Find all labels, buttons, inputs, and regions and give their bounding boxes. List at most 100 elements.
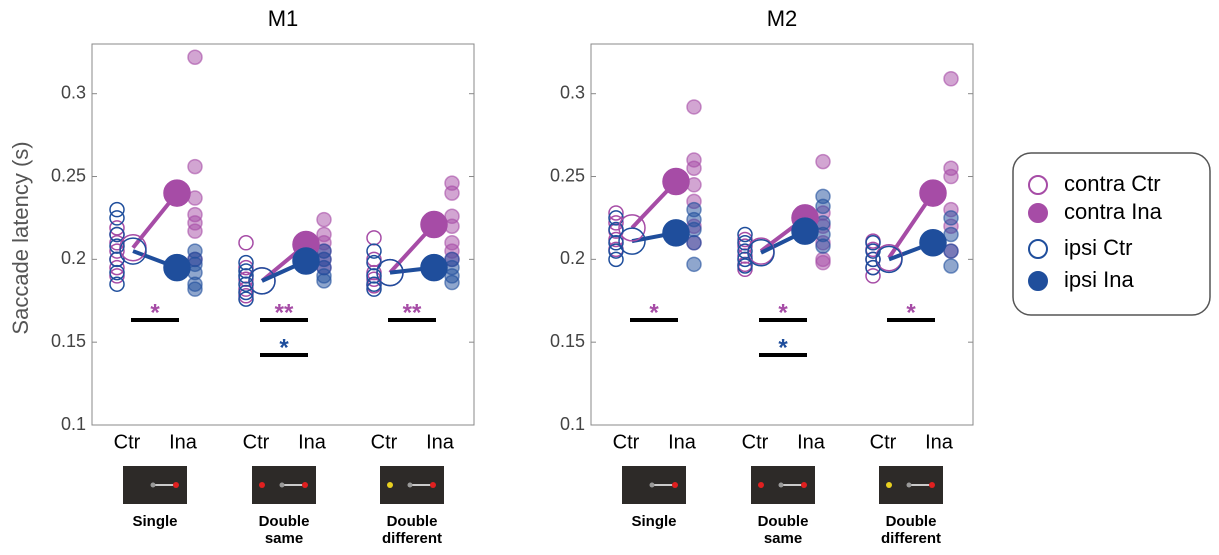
mean-marker — [662, 167, 690, 196]
data-point — [608, 251, 624, 268]
legend-label: contra Ctr — [1064, 171, 1161, 196]
data-point — [109, 226, 125, 243]
data-point — [444, 274, 460, 291]
icon-dot — [801, 482, 807, 488]
data-point — [366, 251, 382, 268]
data-point — [737, 243, 753, 259]
data-point — [316, 211, 332, 228]
significance-label: * — [778, 299, 788, 326]
mean-marker — [420, 253, 448, 282]
mean-marker — [875, 245, 903, 274]
data-point — [187, 158, 203, 175]
x-tick-label: Ina — [668, 431, 697, 453]
condition-label: Double different — [881, 513, 941, 547]
data-point — [238, 268, 254, 284]
legend-box — [1012, 152, 1211, 316]
significance-label: ** — [403, 299, 422, 326]
data-point — [187, 281, 203, 297]
x-tick-label: Ina — [426, 431, 455, 453]
data-point — [686, 99, 702, 115]
icon-dot — [929, 482, 935, 488]
y-tick-label: 0.2 — [560, 248, 585, 268]
data-point — [686, 160, 702, 176]
mean-marker — [919, 229, 947, 257]
mean-marker — [618, 214, 646, 242]
chart-title: M1 — [268, 6, 299, 31]
condition-label: Single — [132, 513, 178, 530]
mean-marker — [747, 238, 775, 267]
mean-marker — [919, 179, 947, 207]
data-point — [608, 215, 624, 231]
legend-marker — [1028, 239, 1048, 259]
legend-marker — [1028, 203, 1048, 223]
x-tick-label: Ina — [797, 431, 826, 453]
significance-label: * — [150, 299, 160, 326]
data-point — [366, 276, 382, 292]
icon-dot — [302, 482, 308, 488]
mean-marker — [163, 253, 191, 282]
mean-marker — [420, 210, 448, 239]
x-tick-label: Ina — [298, 431, 327, 453]
chart-title: M2 — [767, 6, 798, 31]
data-point — [737, 226, 753, 243]
data-point — [109, 210, 125, 226]
data-point — [815, 153, 831, 170]
data-point — [943, 210, 959, 226]
data-point — [316, 273, 332, 289]
data-point — [109, 243, 125, 259]
mean-marker — [662, 219, 690, 247]
icon-dot — [407, 482, 413, 488]
significance-label: ** — [275, 299, 294, 326]
data-point — [815, 198, 831, 215]
x-tick-label: Ctr — [613, 431, 640, 453]
data-point — [187, 223, 203, 239]
data-point — [865, 259, 881, 276]
x-tick-label: Ctr — [243, 431, 270, 453]
mean-marker — [163, 179, 191, 207]
condition-label: Double same — [757, 513, 809, 547]
data-point — [943, 71, 959, 87]
data-point — [238, 276, 254, 292]
icon-dot — [778, 482, 784, 488]
data-point — [815, 254, 831, 271]
data-point — [109, 220, 125, 236]
data-point — [943, 243, 959, 259]
data-point — [109, 235, 125, 251]
icon-dot — [387, 482, 393, 488]
mean-marker — [119, 237, 147, 265]
icon-dot — [672, 482, 678, 488]
data-point — [686, 235, 702, 251]
data-point — [737, 258, 753, 274]
plot-frame — [91, 43, 475, 426]
y-tick-label: 0.3 — [61, 82, 86, 102]
y-tick-label: 0.1 — [61, 414, 86, 434]
data-point — [109, 259, 125, 276]
data-point — [109, 276, 125, 292]
data-point — [737, 235, 753, 251]
data-point — [815, 238, 831, 254]
y-tick-label: 0.2 — [61, 248, 86, 268]
legend-label: ipsi Ina — [1064, 267, 1134, 292]
legend-label: ipsi Ctr — [1064, 235, 1132, 260]
data-point — [943, 168, 959, 185]
mean-marker — [376, 258, 404, 287]
data-point — [943, 258, 959, 274]
x-tick-label: Ina — [169, 431, 198, 453]
data-point — [109, 264, 125, 281]
y-tick-label: 0.15 — [550, 331, 585, 351]
icon-dot — [758, 482, 764, 488]
y-tick-label: 0.25 — [550, 165, 585, 185]
condition-label: Single — [631, 513, 677, 530]
icon-dot — [259, 482, 265, 488]
legend-marker — [1028, 271, 1048, 291]
data-point — [865, 243, 881, 259]
x-tick-label: Ctr — [742, 431, 769, 453]
data-point — [238, 235, 254, 251]
data-point — [943, 226, 959, 243]
plot-frame — [590, 43, 974, 426]
x-tick-label: Ina — [925, 431, 954, 453]
y-tick-label: 0.3 — [560, 82, 585, 102]
x-tick-label: Ctr — [870, 431, 897, 453]
icon-dot — [150, 482, 156, 488]
